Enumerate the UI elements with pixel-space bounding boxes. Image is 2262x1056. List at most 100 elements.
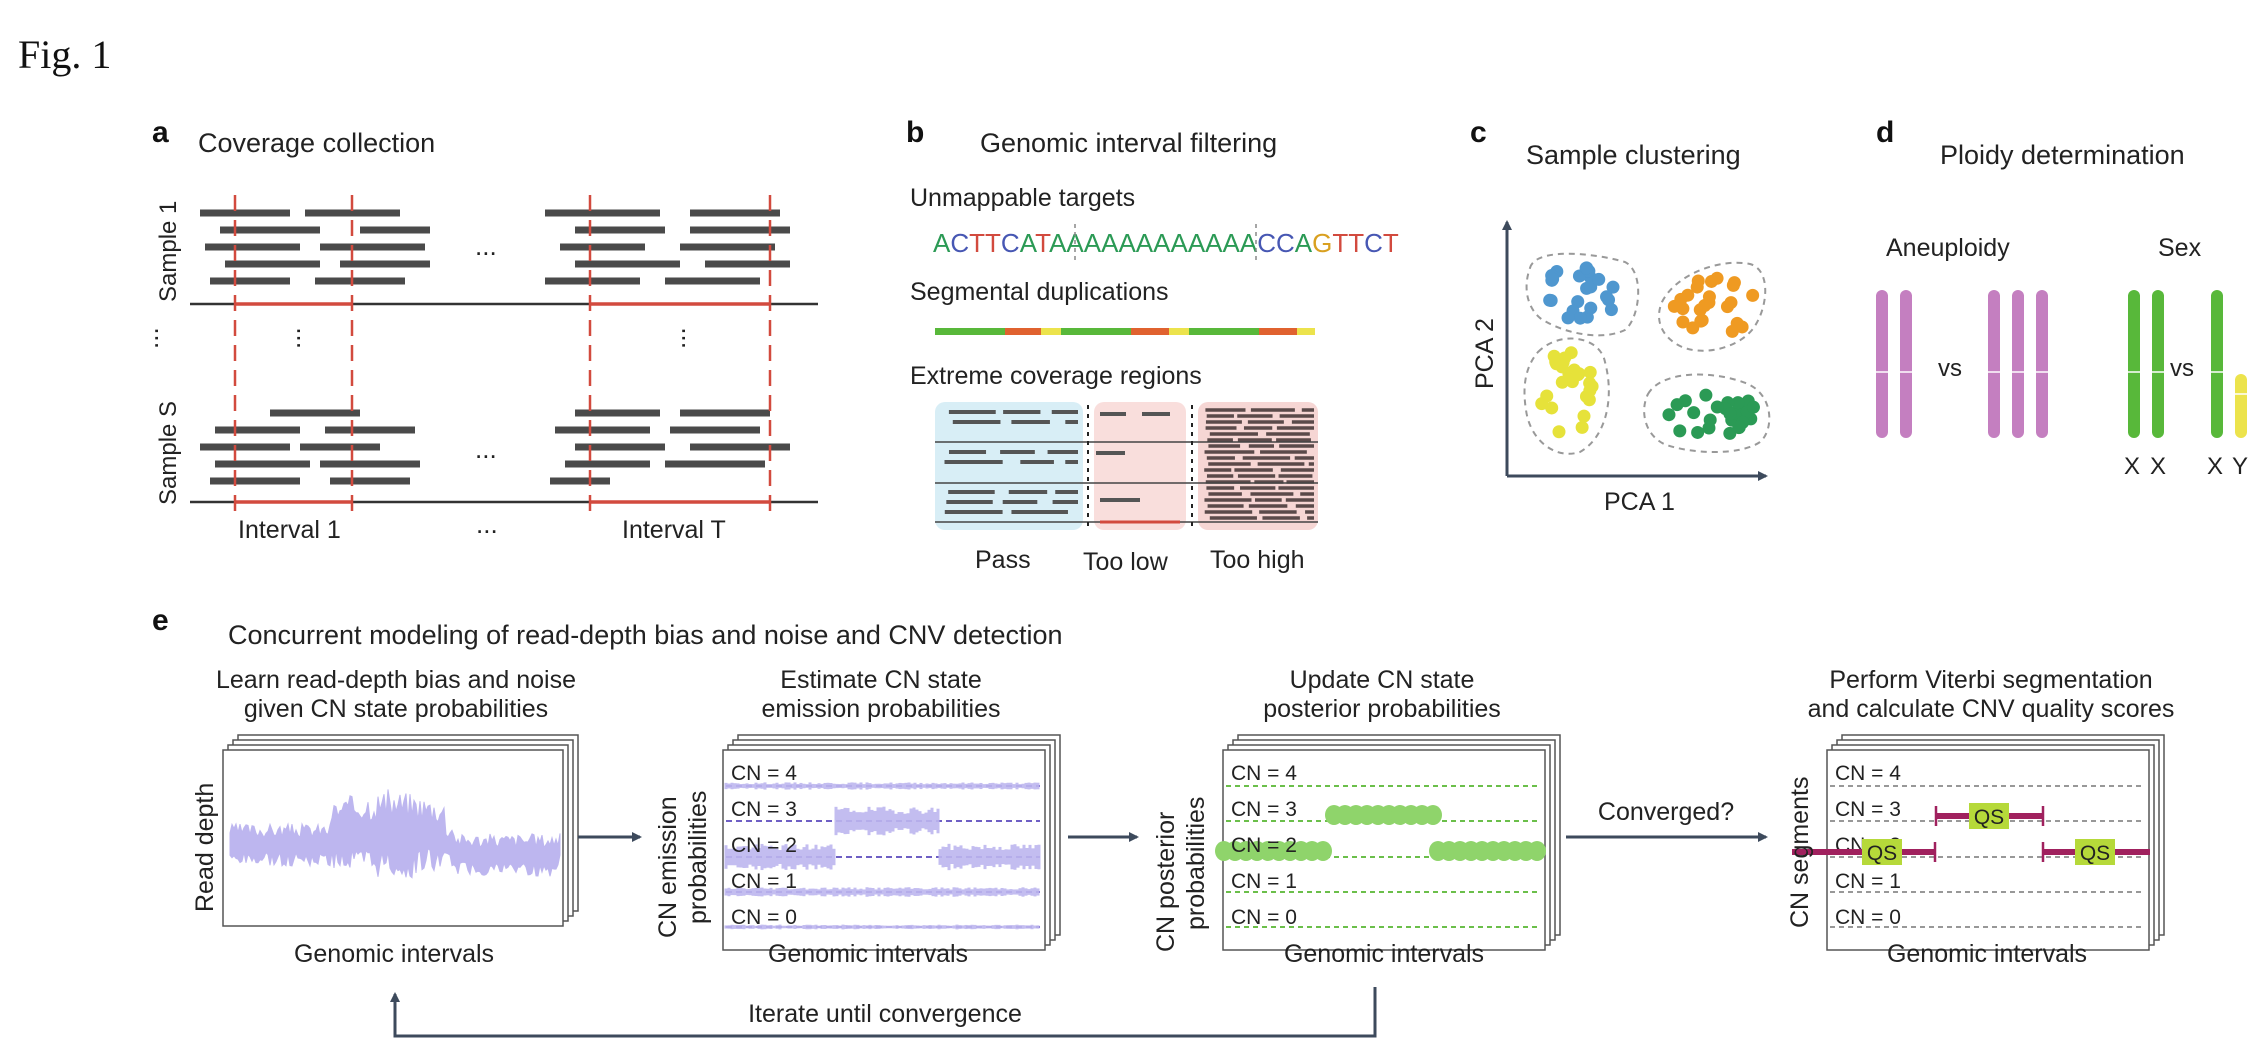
cluster-dot: [1602, 293, 1616, 307]
step2-ylabel-2: probabilities: [684, 791, 712, 924]
pass-label: Pass: [975, 546, 1031, 574]
cluster-blue-boundary: [1525, 252, 1640, 337]
step2-title-line2: emission probabilities: [761, 695, 1000, 723]
cn-label: CN = 1: [1835, 870, 1901, 893]
panel-b-letter: b: [906, 116, 924, 149]
cluster-dot: [1555, 360, 1569, 374]
chromosome: [1988, 290, 2000, 438]
converged-label: Converged?: [1598, 798, 1734, 826]
cluster-dot: [1732, 420, 1746, 434]
qs-box-3: [2075, 839, 2115, 865]
step4-title-line2: and calculate CNV quality scores: [1808, 695, 2175, 723]
cn-label: CN = 0: [1231, 906, 1297, 929]
cn-label: CN = 1: [731, 870, 797, 893]
pca1-label: PCA 1: [1604, 488, 1675, 516]
panel-d: d Ploidy determination Aneuploidy Sex vs…: [1876, 116, 2248, 480]
dna-base: G: [1312, 228, 1332, 258]
cluster-dot: [1579, 389, 1593, 403]
qs-label-1: QS: [1867, 842, 1897, 865]
posterior-blob: [1424, 805, 1442, 825]
dna-base: C: [1001, 228, 1020, 258]
cluster-dot: [1723, 407, 1737, 421]
cn-label: CN = 0: [731, 906, 797, 929]
posterior-blob: [1314, 841, 1332, 861]
viterbi-segments: QS QS QS: [1792, 803, 2150, 865]
chromosome: [1900, 290, 1912, 438]
step3-title-line1: Update CN state: [1290, 666, 1475, 694]
dna-base: C: [950, 228, 969, 258]
interval-1-label: Interval 1: [238, 516, 341, 544]
cluster-yellow-boundary: [1523, 337, 1610, 455]
panel-a-title: Coverage collection: [198, 128, 435, 158]
interval-t-label: Interval T: [622, 516, 726, 544]
dna-base: T: [985, 228, 1001, 258]
cluster-dot: [1710, 400, 1724, 414]
sex-label: Sex: [2158, 234, 2202, 262]
qs-label-3: QS: [2080, 842, 2110, 865]
cluster-dot: [1725, 324, 1739, 338]
cluster-dot: [1544, 293, 1558, 307]
panel-a: a Coverage collection Sample 1 Sample S …: [134, 116, 818, 544]
cluster-dot: [1575, 420, 1589, 434]
dna-base: T: [1383, 228, 1399, 258]
cn-label: CN = 3: [731, 798, 797, 821]
step3-ylabel-1: CN posterior: [1152, 812, 1180, 952]
dna-base: T: [1332, 228, 1348, 258]
panel-a-reads: [200, 209, 790, 485]
ellipsis-samples: ...: [134, 327, 164, 349]
cluster-dot: [1699, 388, 1713, 402]
panel-c-letter: c: [1470, 116, 1487, 149]
chromosome-x: [2152, 290, 2164, 438]
panel-e-title: Concurrent modeling of read-depth bias a…: [228, 620, 1063, 650]
cluster-dot: [1698, 299, 1712, 313]
cn-label: CN = 3: [1835, 798, 1901, 821]
step1-title-line2: given CN state probabilities: [244, 695, 548, 723]
dna-base: T: [969, 228, 985, 258]
dna-base: C: [1364, 228, 1383, 258]
step3-title-line2: posterior probabilities: [1263, 695, 1501, 723]
qs-box-2: [1969, 803, 2009, 829]
dna-base: A: [1205, 228, 1223, 258]
unmappable-label: Unmappable targets: [910, 184, 1135, 212]
step4-title-line1: Perform Viterbi segmentation: [1829, 666, 2152, 694]
dna-base: T: [1348, 228, 1364, 258]
sample-s-label: Sample S: [155, 401, 182, 505]
cluster-dot: [1690, 280, 1704, 294]
step3-xlabel: Genomic intervals: [1284, 940, 1484, 968]
cluster-dot: [1727, 276, 1741, 290]
cluster-dot: [1573, 311, 1587, 325]
too-high-label: Too high: [1210, 546, 1305, 574]
dna-sequence: ACTTCATAAAAAAAAAAAACCAGTTCT: [933, 228, 1399, 258]
dna-base: C: [1257, 228, 1276, 258]
step4-ylabel: CN segments: [1786, 777, 1814, 928]
aneuploidy-label: Aneuploidy: [1886, 234, 2010, 262]
cluster-dot: [1583, 365, 1597, 379]
chromosome: [1876, 290, 1888, 438]
cluster-dot: [1667, 299, 1681, 313]
cluster-dot: [1695, 313, 1709, 327]
cn-label: CN = 4: [1835, 762, 1901, 785]
panel-d-title: Ploidy determination: [1940, 140, 2185, 170]
posterior-cn-labels: CN = 4 CN = 3 CN = 2 CN = 1 CN = 0: [1231, 762, 1297, 929]
panel-a-letter: a: [152, 116, 169, 149]
step2-title-line1: Estimate CN state: [780, 666, 981, 694]
dna-base: A: [1240, 228, 1258, 258]
cluster-dot: [1720, 300, 1734, 314]
cluster-green-boundary: [1643, 373, 1771, 453]
x-label-1: X: [2124, 453, 2140, 480]
step1-xlabel: Genomic intervals: [294, 940, 494, 968]
x-label-3: X: [2207, 453, 2223, 480]
dna-base: A: [1295, 228, 1313, 258]
dna-base: A: [1118, 228, 1136, 258]
panel-e-letter: e: [152, 604, 169, 637]
cluster-dot: [1673, 424, 1687, 438]
posterior-bands: [1215, 785, 1546, 928]
cn-label: CN = 1: [1231, 870, 1297, 893]
cluster-dot: [1546, 272, 1560, 286]
panel-b-title: Genomic interval filtering: [980, 128, 1277, 158]
sex-vs: vs: [2170, 355, 2194, 382]
step3-ylabel-2: probabilities: [1182, 797, 1210, 930]
cluster-dot: [1662, 408, 1676, 422]
ellipsis-reads-1: ...: [276, 327, 306, 349]
ellipsis-intervals: ...: [476, 509, 498, 539]
